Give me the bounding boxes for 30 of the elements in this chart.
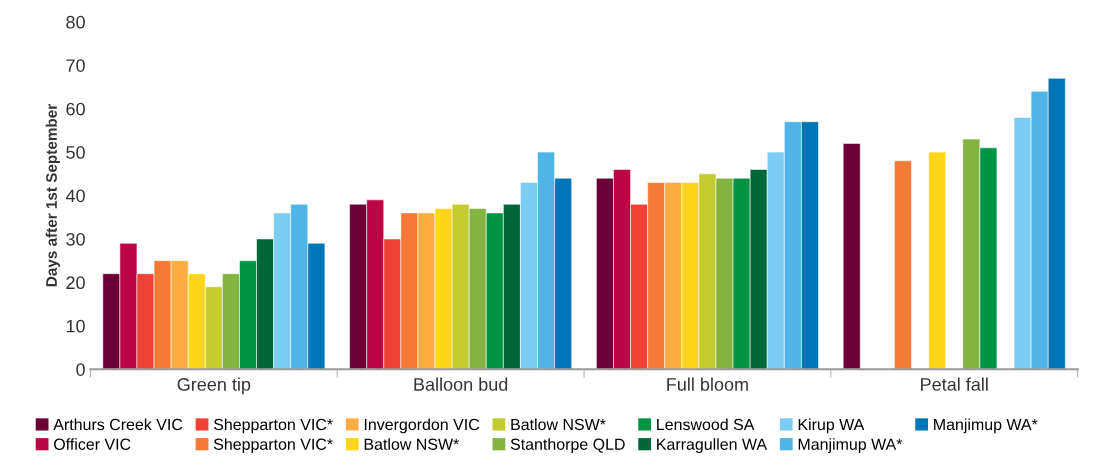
legend-label: Batlow NSW* <box>364 438 460 450</box>
y-tick-label: 0 <box>76 363 85 376</box>
y-tick-label: 10 <box>66 319 85 333</box>
x-tick-label: Petal fall <box>921 377 988 391</box>
y-tick-label: 40 <box>65 189 85 203</box>
y-tick-label: 20 <box>66 276 85 290</box>
y-tick-label: 50 <box>66 146 85 159</box>
x-tick-label: Full bloom <box>667 377 748 391</box>
legend-label: Kirup WA <box>798 418 865 434</box>
legend-label: Manjimup WA* <box>798 438 903 454</box>
legend-label: Shepparton VIC* <box>213 418 333 434</box>
y-tick-label: 70 <box>66 59 85 72</box>
legend-label: Batlow NSW* <box>511 418 606 431</box>
bar <box>894 160 912 370</box>
y-tick-label: 80 <box>66 15 85 29</box>
legend-label: Manjimup WA* <box>934 418 1038 434</box>
x-tick-label: Balloon bud <box>414 377 508 391</box>
y-axis-title: Days after 1st September <box>45 104 60 287</box>
bar <box>928 151 946 370</box>
legend-label: Arthurs Creek VIC <box>53 418 183 431</box>
legend-label: Karragullen WA <box>657 438 768 454</box>
bar <box>842 143 861 370</box>
legend-label: Invergordon VIC <box>364 418 480 434</box>
legend-label: Shepparton VIC* <box>213 438 333 454</box>
x-tick-label: Green tip <box>177 377 251 395</box>
legend-label: Lenswood SA <box>657 418 755 431</box>
y-tick-label: 60 <box>66 102 85 116</box>
legend-label: Stanthorpe QLD <box>510 438 625 454</box>
legend-label: Officer VIC <box>54 438 131 450</box>
y-tick-label: 30 <box>66 232 85 246</box>
